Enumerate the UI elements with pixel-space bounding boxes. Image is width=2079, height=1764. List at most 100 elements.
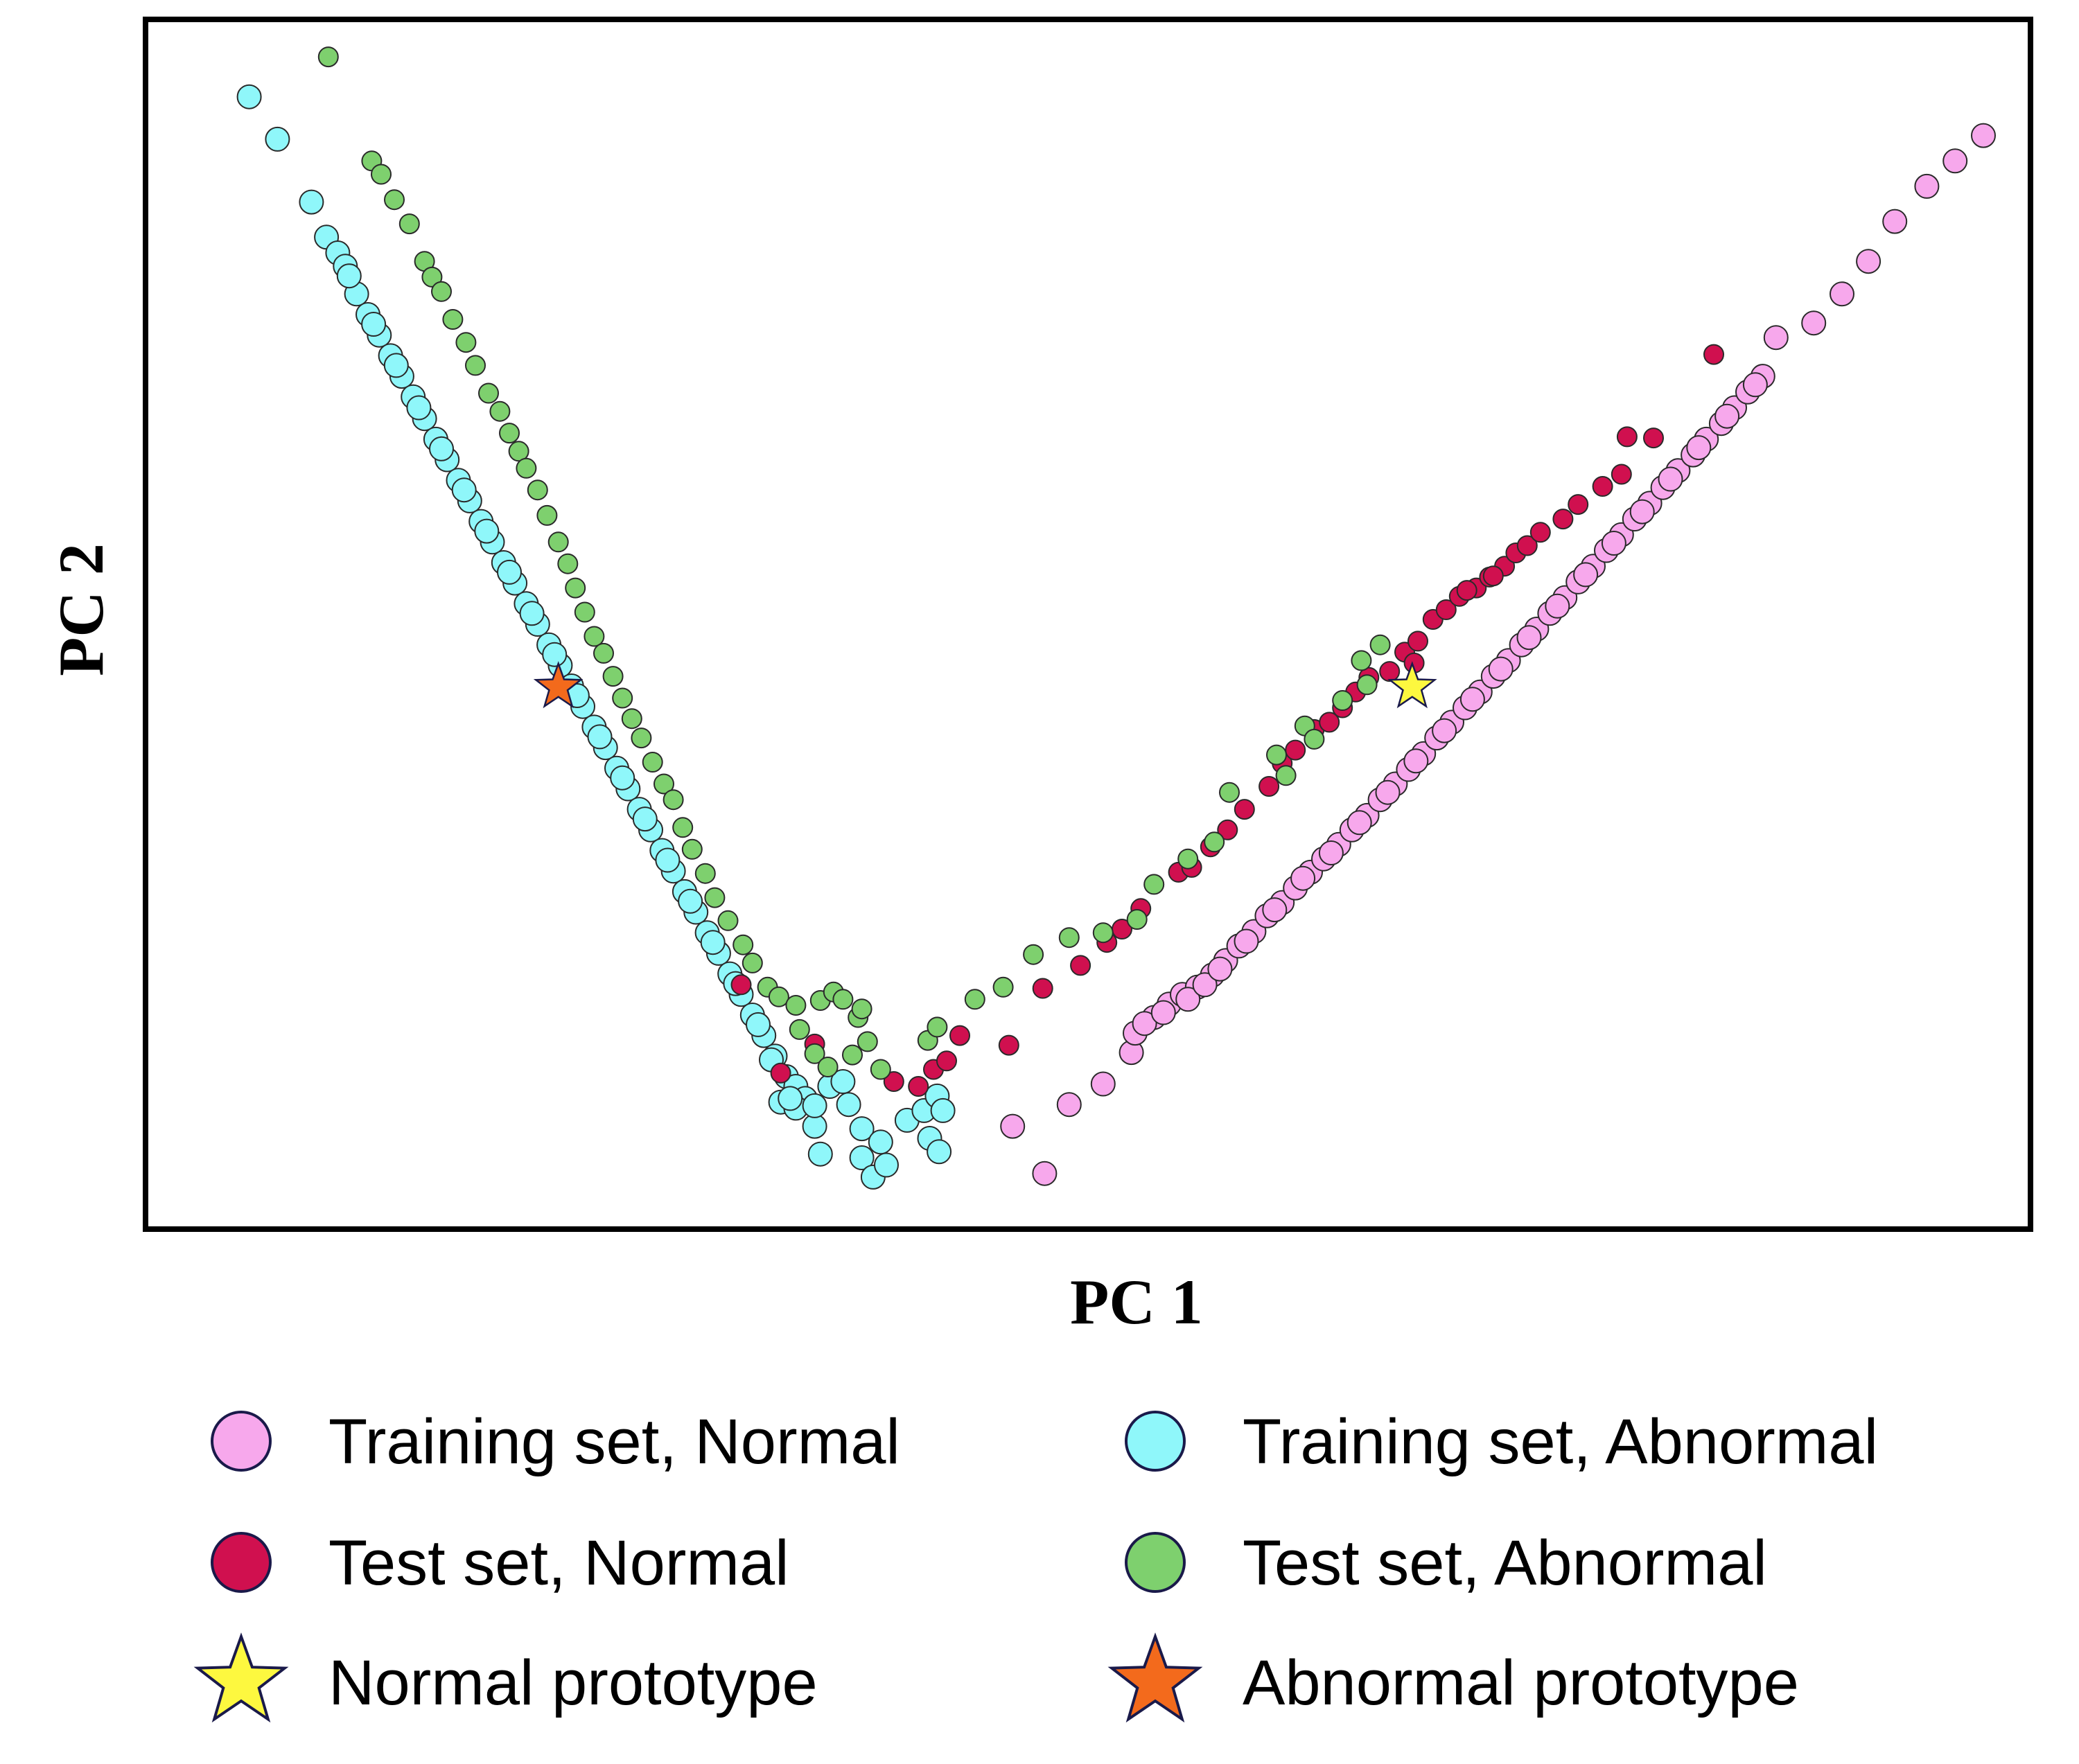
training-set-normal-point-74 — [1763, 325, 1789, 351]
abnormal-prototype-star — [533, 661, 584, 709]
test-set-normal-point-18 — [1234, 799, 1255, 820]
test-set-normal-point-39 — [1552, 509, 1574, 530]
training-set-abnormal-point-1 — [265, 126, 290, 152]
test-set-abnormal-point-22 — [584, 626, 605, 647]
training-set-normal-point-70 — [1658, 466, 1683, 492]
test-set-normal-point-21 — [1285, 739, 1306, 761]
training-set-normal-point-73 — [1742, 372, 1768, 398]
training-set-normal-point-55 — [1234, 928, 1259, 954]
training-set-normal-point-56 — [1262, 897, 1288, 923]
test-set-abnormal-point-33 — [694, 863, 716, 884]
test-set-normal-point-47 — [1482, 565, 1504, 587]
prototype-markers — [533, 661, 1437, 709]
training-set-normal-point-61 — [1403, 748, 1429, 774]
training-set-normal-point-59 — [1346, 810, 1372, 836]
training-set-abnormal-point-71 — [802, 1093, 827, 1118]
test-set-abnormal-point-29 — [653, 773, 674, 795]
test-set-abnormal-point-64 — [1266, 744, 1287, 766]
training-set-normal-point-62 — [1432, 718, 1457, 743]
training-set-normal-point-51 — [1150, 1000, 1176, 1025]
test-set-abnormal-point-26 — [621, 708, 642, 730]
test-set-normal-point-7 — [949, 1025, 970, 1046]
training-set-normal-point-58 — [1318, 840, 1344, 865]
test-set-abnormal-point-58 — [1092, 922, 1114, 944]
test-set-abnormal-point-10 — [465, 355, 486, 376]
training-set-normal-point-79 — [1914, 173, 1940, 199]
test-set-abnormal-point-49 — [842, 1044, 863, 1066]
training-set-normal-point-75 — [1801, 310, 1827, 336]
legend-marker-test-set-abnormal — [1125, 1532, 1186, 1593]
test-set-abnormal-point-6 — [421, 266, 443, 288]
test-set-normal-point-27 — [1379, 661, 1401, 682]
training-set-abnormal-point-63 — [746, 1012, 771, 1037]
test-set-abnormal-point-13 — [499, 423, 520, 444]
test-set-normal-point-29 — [1407, 630, 1428, 652]
test-set-abnormal-point-62 — [1204, 831, 1225, 853]
test-set-normal-point-31 — [1435, 599, 1457, 620]
legend-marker-training-set-normal — [211, 1411, 272, 1472]
training-set-abnormal-point-76 — [807, 1141, 833, 1167]
test-set-abnormal-point-39 — [768, 986, 789, 1007]
training-set-normal-point-65 — [1516, 625, 1542, 651]
training-set-abnormal-point-52 — [497, 559, 522, 585]
legend-label-test-set-abnormal: Test set, Abnormal — [1243, 1528, 1767, 1598]
training-set-abnormal-point-51 — [474, 518, 500, 544]
training-set-normal-point-78 — [1882, 209, 1908, 234]
test-set-normal-point-40 — [1568, 494, 1589, 515]
test-set-abnormal-point-44 — [804, 1043, 825, 1064]
training-set-abnormal-point-85 — [927, 1139, 952, 1165]
training-set-normal-point-2 — [1056, 1092, 1082, 1118]
data-points — [236, 46, 1996, 1190]
training-set-normal-point-71 — [1686, 435, 1712, 461]
training-set-abnormal-point-53 — [519, 601, 545, 626]
training-set-abnormal-point-57 — [610, 765, 635, 791]
training-set-abnormal-point-54 — [542, 642, 568, 667]
test-set-abnormal-point-25 — [612, 687, 633, 709]
test-set-abnormal-point-43 — [789, 1018, 810, 1040]
training-set-abnormal-point-61 — [700, 930, 726, 955]
test-set-abnormal-point-20 — [565, 577, 586, 599]
training-set-normal-point-0 — [1032, 1161, 1058, 1186]
y-axis-title: PC 2 — [46, 543, 116, 676]
training-set-normal-point-60 — [1375, 779, 1401, 805]
test-set-abnormal-point-18 — [547, 531, 569, 553]
training-set-abnormal-point-83 — [930, 1097, 956, 1123]
legend-label-normal-prototype: Normal prototype — [328, 1648, 818, 1718]
training-set-normal-point-72 — [1714, 403, 1740, 429]
test-set-abnormal-point-70 — [1351, 650, 1372, 671]
test-set-normal-point-0 — [730, 974, 752, 996]
plot-frame — [143, 17, 2033, 1232]
training-set-normal-point-52 — [1175, 987, 1201, 1012]
test-set-normal-point-3 — [883, 1071, 904, 1092]
test-set-abnormal-point-69 — [1356, 674, 1378, 696]
training-set-abnormal-point-60 — [678, 888, 703, 914]
training-set-normal-point-57 — [1290, 865, 1316, 891]
training-set-normal-point-76 — [1830, 281, 1854, 307]
test-set-normal-point-48 — [1456, 580, 1477, 601]
test-set-abnormal-point-27 — [631, 727, 652, 749]
test-set-abnormal-point-11 — [478, 382, 499, 404]
training-set-abnormal-point-59 — [655, 847, 681, 873]
legend-marker-test-set-normal — [211, 1532, 272, 1593]
training-set-normal-point-77 — [1856, 249, 1881, 274]
test-set-abnormal-point-65 — [1275, 765, 1297, 786]
training-set-abnormal-point-56 — [587, 724, 613, 750]
test-set-abnormal-point-32 — [681, 838, 703, 860]
training-set-abnormal-point-47 — [383, 353, 409, 378]
test-set-abnormal-point-23 — [593, 642, 614, 664]
training-set-normal-point-69 — [1629, 499, 1655, 524]
test-set-abnormal-point-60 — [1143, 874, 1165, 895]
training-set-normal-point-54 — [1207, 956, 1233, 982]
test-set-abnormal-point-55 — [992, 976, 1014, 998]
test-set-abnormal-point-8 — [442, 309, 464, 330]
test-set-abnormal-point-36 — [733, 934, 754, 955]
training-set-abnormal-point-0 — [236, 84, 262, 109]
test-set-normal-point-44 — [1643, 427, 1664, 449]
test-set-abnormal-point-48 — [851, 998, 872, 1020]
test-set-abnormal-point-40 — [785, 995, 807, 1016]
test-set-normal-point-45 — [1703, 344, 1724, 365]
training-set-abnormal-point-46 — [361, 312, 387, 337]
test-set-abnormal-point-56 — [1023, 944, 1044, 965]
x-axis-title: PC 1 — [1070, 1267, 1203, 1337]
